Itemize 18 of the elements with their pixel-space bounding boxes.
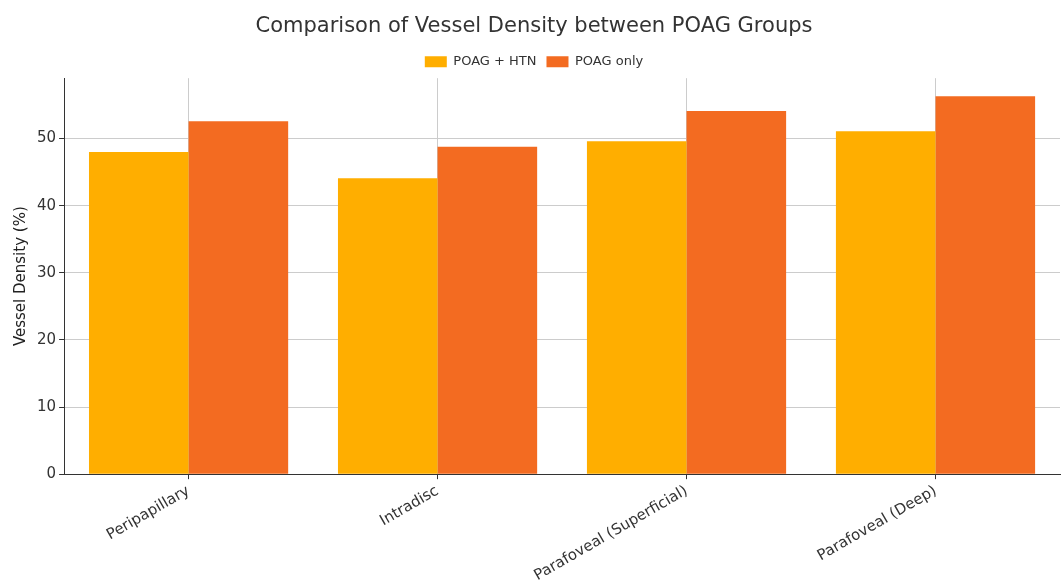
bar <box>188 121 289 474</box>
y-tick-label: 10 <box>36 396 57 415</box>
y-tick-label: 30 <box>36 262 57 281</box>
bar <box>337 178 438 474</box>
legend-label: POAG only <box>574 53 644 69</box>
bar <box>437 146 538 474</box>
y-tick-label: 40 <box>36 195 57 214</box>
y-axis-title: Vessel Density (%) <box>10 206 29 347</box>
bar <box>935 96 1036 474</box>
y-tick-label: 20 <box>36 329 57 348</box>
bar <box>686 111 787 474</box>
bar <box>586 141 687 474</box>
y-tick-label: 0 <box>46 464 57 483</box>
y-tick-label: 50 <box>36 128 57 147</box>
bar <box>835 131 936 474</box>
legend-label: POAG + HTN <box>453 53 537 69</box>
bar <box>88 152 189 474</box>
chart-title: Comparison of Vessel Density between POAG Groups <box>255 13 813 38</box>
